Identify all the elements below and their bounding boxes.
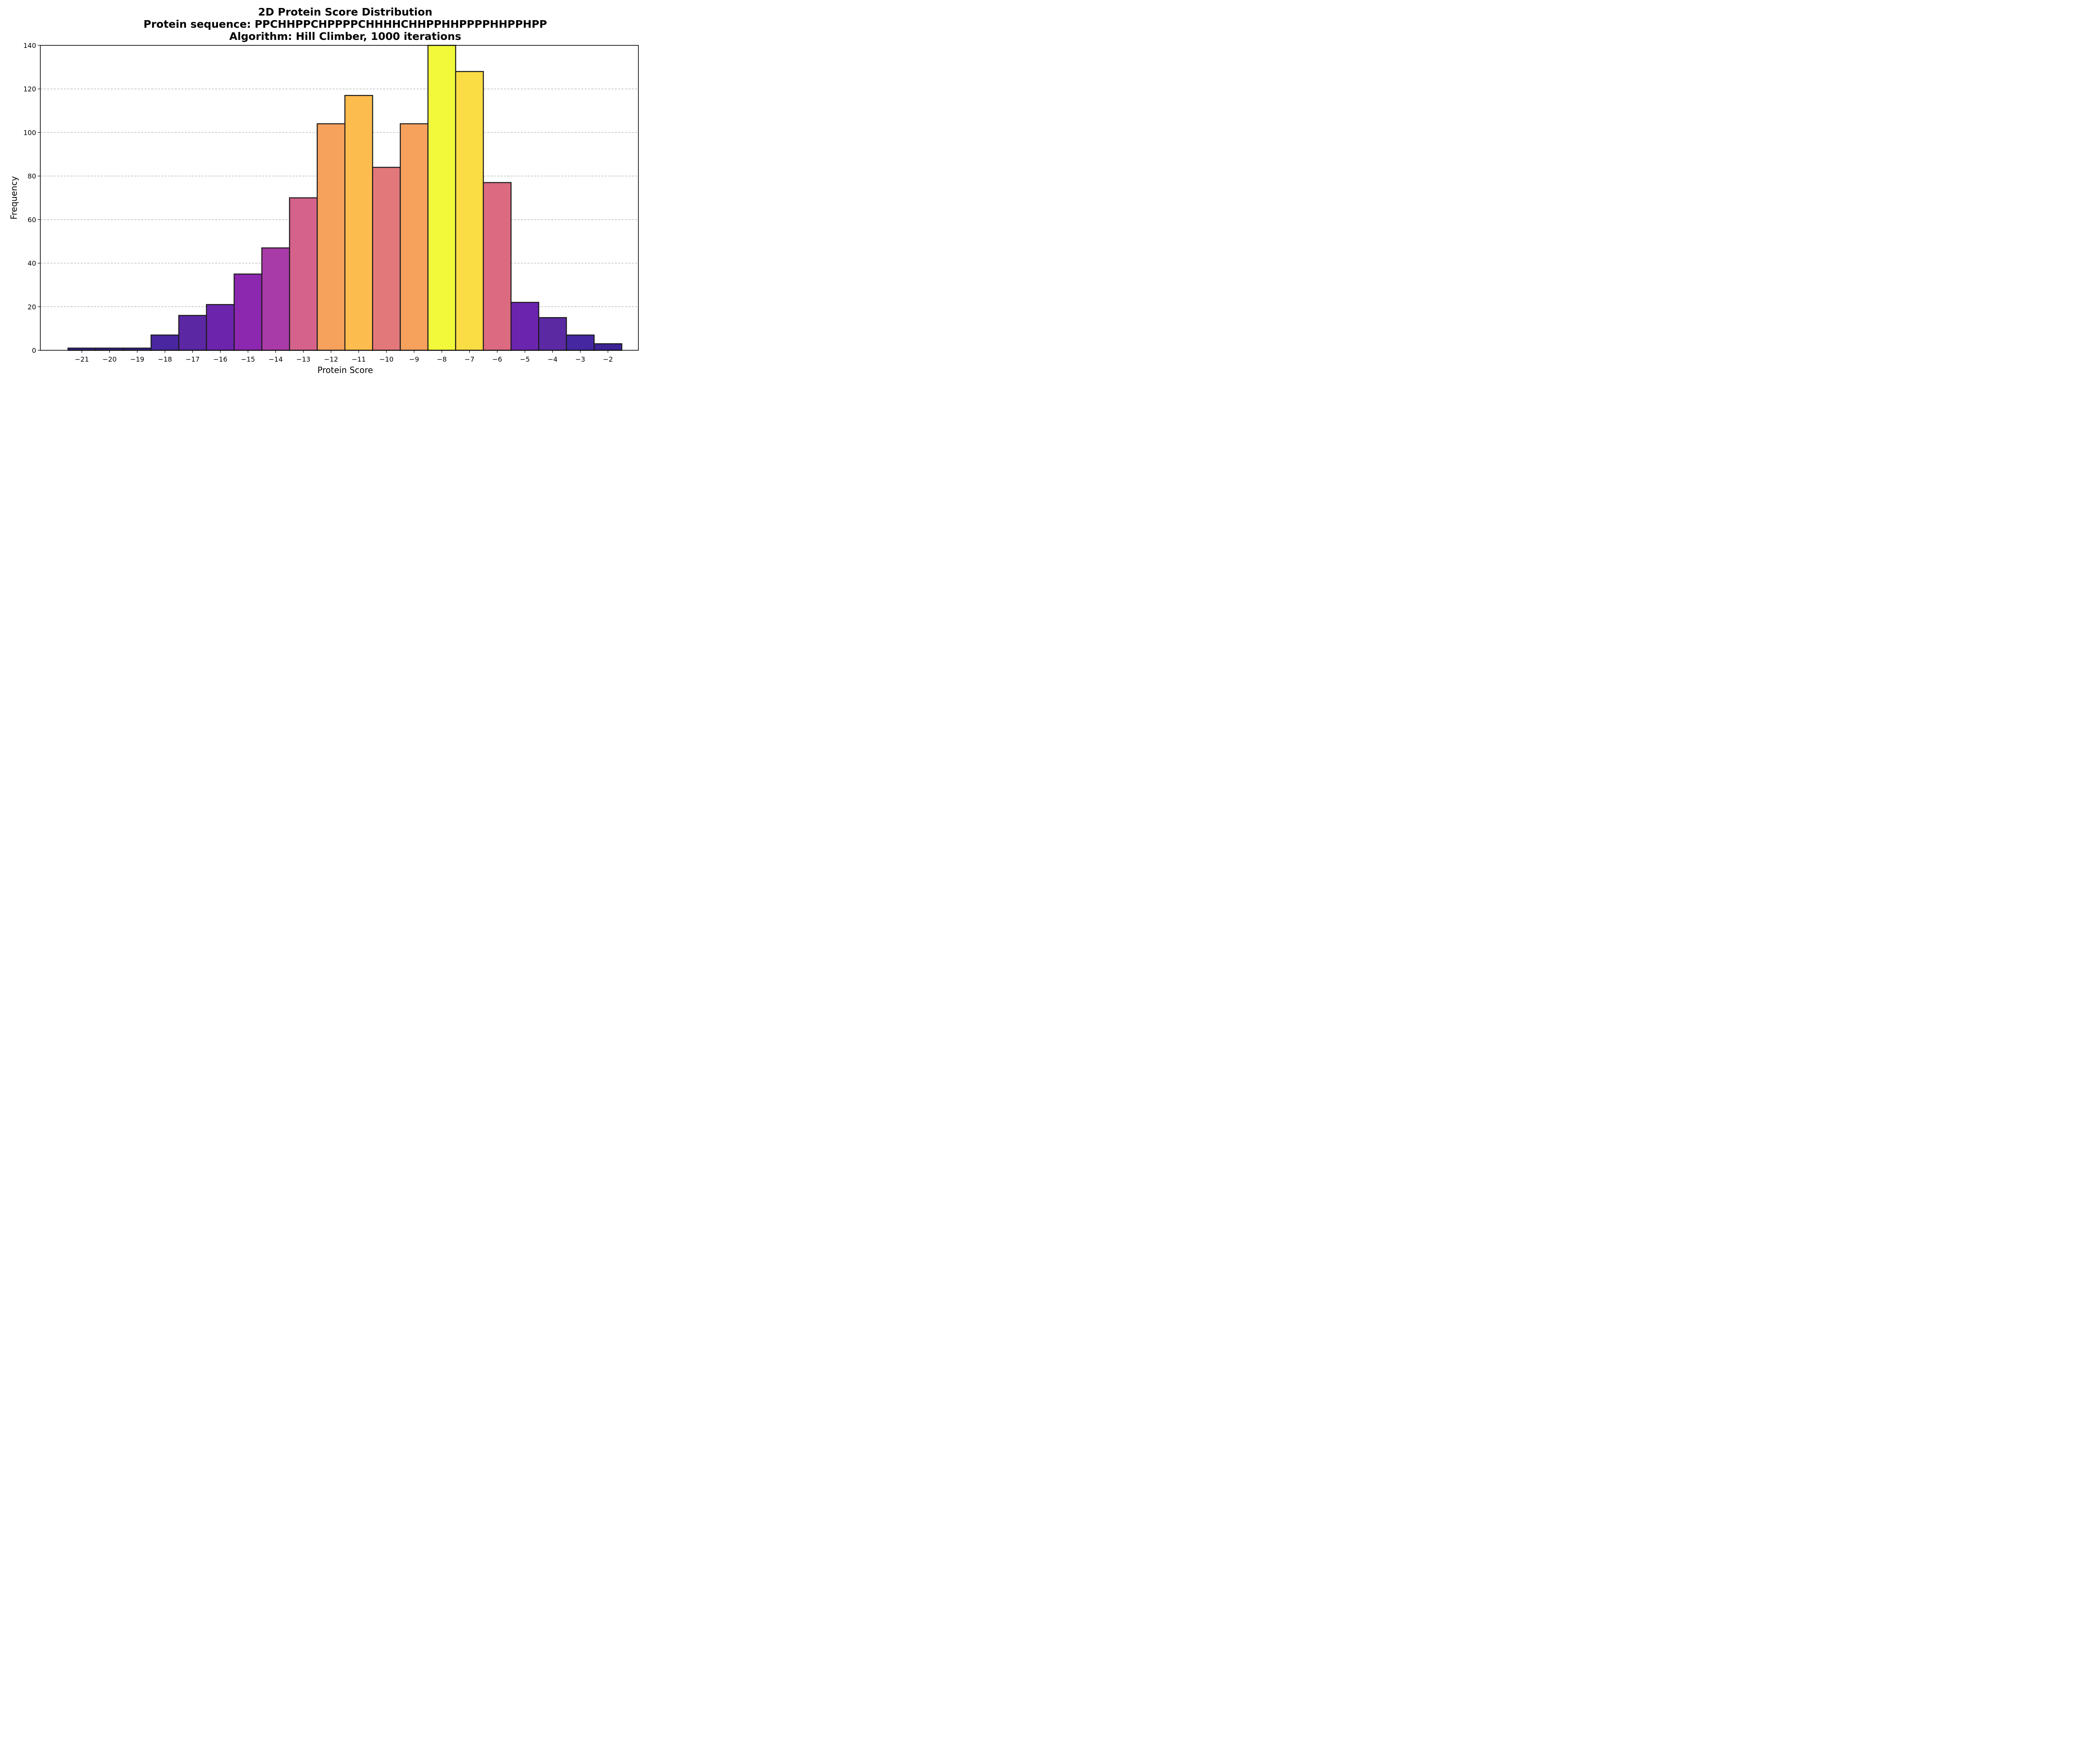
x-tick-label: −9 bbox=[409, 355, 419, 363]
x-axis-ticks: −21 −20 −19 −18 −17 −16 −15 −14 −13 −12 −11 −10 −9 −8… bbox=[75, 350, 613, 363]
y-tick-label: 120 bbox=[23, 85, 36, 93]
x-tick-label: −12 bbox=[324, 355, 338, 363]
bar-minus-7 bbox=[455, 71, 484, 351]
histogram-chart: 2D Protein Score Distribution Protein se… bbox=[9, 6, 639, 375]
bar-minus-13 bbox=[289, 197, 318, 351]
y-tick-label: 40 bbox=[28, 260, 36, 268]
x-tick-label: −2 bbox=[603, 355, 613, 363]
bar-minus-10 bbox=[372, 167, 401, 351]
y-tick-label: 60 bbox=[28, 216, 36, 224]
bar-minus-15 bbox=[234, 273, 262, 351]
x-tick-label: −18 bbox=[158, 355, 172, 363]
bar-minus-6 bbox=[483, 182, 512, 351]
x-tick-label: −15 bbox=[241, 355, 255, 363]
chart-title: 2D Protein Score Distribution Protein se… bbox=[144, 6, 547, 42]
chart-title-line-2: Protein sequence: PPCHHPPCHPPPPCHHHHCHHP… bbox=[144, 18, 547, 30]
y-tick-label: 80 bbox=[28, 172, 36, 180]
x-tick-label: −20 bbox=[102, 355, 117, 363]
x-tick-label: −11 bbox=[352, 355, 366, 363]
x-tick-label: −7 bbox=[465, 355, 475, 363]
x-tick-label: −19 bbox=[130, 355, 144, 363]
x-tick-label: −3 bbox=[575, 355, 585, 363]
x-tick-label: −21 bbox=[75, 355, 89, 363]
bar-minus-17 bbox=[178, 315, 207, 351]
y-tick-label: 0 bbox=[32, 346, 36, 354]
bar-minus-4 bbox=[538, 317, 567, 351]
x-tick-label: −8 bbox=[437, 355, 447, 363]
bar-minus-11 bbox=[344, 95, 373, 351]
x-tick-label: −14 bbox=[268, 355, 283, 363]
chart-title-line-3: Algorithm: Hill Climber, 1000 iterations bbox=[229, 30, 461, 42]
y-axis-label: Frequency bbox=[9, 176, 19, 219]
bar-minus-9 bbox=[399, 123, 429, 351]
x-tick-label: −5 bbox=[520, 355, 530, 363]
bar-minus-5 bbox=[510, 302, 539, 351]
plot-frame bbox=[40, 45, 639, 351]
y-tick-label: 100 bbox=[23, 129, 36, 136]
bar-minus-8 bbox=[427, 45, 457, 351]
chart-title-line-1: 2D Protein Score Distribution bbox=[258, 6, 433, 18]
x-axis-label: Protein Score bbox=[318, 365, 373, 375]
histogram-bars bbox=[67, 45, 622, 351]
x-tick-label: −13 bbox=[296, 355, 310, 363]
bar-minus-2 bbox=[593, 343, 622, 351]
x-tick-label: −6 bbox=[492, 355, 502, 363]
x-tick-label: −16 bbox=[213, 355, 228, 363]
y-tick-label: 140 bbox=[23, 42, 36, 50]
y-tick-label: 20 bbox=[28, 303, 36, 311]
x-tick-label: −10 bbox=[379, 355, 394, 363]
bar-minus-18 bbox=[150, 334, 179, 351]
bar-minus-12 bbox=[317, 123, 346, 351]
bar-minus-16 bbox=[206, 304, 235, 351]
bar-minus-14 bbox=[261, 247, 290, 351]
x-tick-label: −17 bbox=[186, 355, 200, 363]
y-axis-ticks: 0 20 40 60 80 100 120 140 bbox=[23, 42, 40, 354]
x-tick-label: −4 bbox=[548, 355, 558, 363]
bar-minus-3 bbox=[566, 334, 595, 351]
